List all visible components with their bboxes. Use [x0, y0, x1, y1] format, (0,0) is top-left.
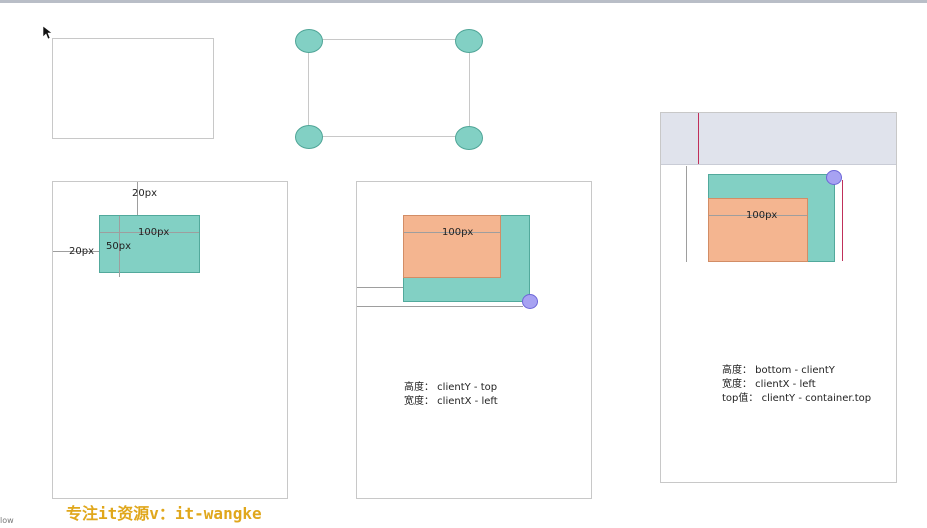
original-box [403, 215, 501, 278]
resize-handle-bottom-left[interactable] [295, 125, 323, 149]
top-value-formula: top值： clientY - container.top [722, 393, 872, 404]
mouse-cursor-icon [42, 25, 52, 40]
container-header-bar [661, 113, 896, 165]
width-label: 100px [746, 210, 778, 221]
mouse-pointer-dot[interactable] [522, 294, 538, 309]
left-offset-line [53, 251, 99, 252]
top-offset-line [137, 182, 138, 216]
height-measure-line [119, 216, 120, 277]
width-label: 100px [442, 227, 474, 238]
width-formula: 宽度： clientX - left [722, 379, 816, 390]
top-offset-label: 20px [132, 188, 157, 199]
resize-handle-top-left[interactable] [295, 29, 323, 53]
height-label: 50px [106, 241, 131, 252]
watermark-text: 专注it资源v：it-wangke [66, 504, 262, 523]
left-offset-label: 20px [69, 246, 94, 257]
container-left-guide [686, 166, 687, 262]
width-formula: 宽度： clientX - left [404, 396, 498, 407]
resize-handle-bottom-right[interactable] [455, 126, 483, 150]
plain-box [52, 38, 214, 139]
client-y-guide-line [357, 287, 403, 288]
edge-clipped-text: low [0, 516, 14, 525]
width-label: 100px [138, 227, 170, 238]
container-top-marker [698, 113, 699, 164]
original-width-line [709, 215, 807, 216]
mouse-pointer-dot[interactable] [826, 170, 842, 185]
bottom-guide-line [842, 180, 843, 261]
container-diagram-frame [660, 112, 897, 483]
original-box [708, 198, 808, 262]
width-measure-line [100, 232, 199, 233]
positioned-box [99, 215, 200, 273]
resizable-box [308, 39, 470, 137]
height-formula: 高度： bottom - clientY [722, 365, 835, 376]
resize-handle-top-right[interactable] [455, 29, 483, 53]
original-width-line [404, 232, 500, 233]
window-top-bar [0, 0, 927, 3]
height-formula: 高度： clientY - top [404, 382, 498, 393]
client-y-pointer-line [357, 306, 523, 307]
